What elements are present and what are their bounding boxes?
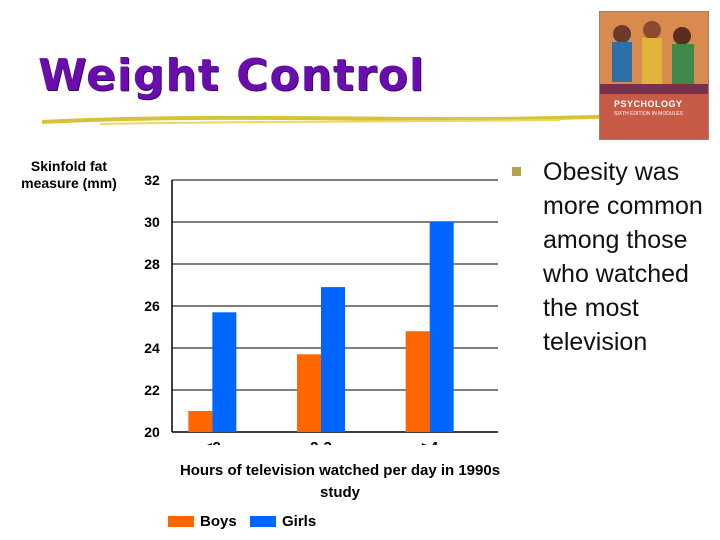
y-tick-label: 32 (144, 172, 160, 188)
y-tick-label: 26 (144, 298, 160, 314)
bar-girls-1 (212, 312, 237, 432)
bar-boys-3 (405, 331, 430, 432)
bar-girls-2 (321, 287, 345, 432)
bar-girls-3 (429, 222, 454, 432)
y-tick-label: 24 (144, 340, 160, 356)
slide-title: Weight Control (38, 50, 425, 101)
y-tick-label: 28 (144, 256, 160, 272)
y-tick-label: 22 (144, 382, 160, 398)
legend-label-boys: Boys (200, 513, 237, 530)
legend-label-girls: Girls (282, 513, 317, 530)
title-underline (41, 113, 677, 125)
y-axis-label: Skinfold fat measure (mm) (21, 158, 117, 191)
x-tick-label: <2 (204, 439, 221, 445)
bar-boys-1 (188, 411, 213, 432)
bullet-marker (512, 167, 521, 176)
y-tick-label: 20 (144, 424, 160, 440)
bullet-text: Obesity was more common among those who … (543, 158, 703, 356)
bar-chart: 20 22 24 26 28 30 32 <2 2-3 >4 (144, 172, 498, 445)
bar-boys-2 (297, 354, 321, 432)
x-tick-label: >4 (421, 439, 439, 445)
legend-swatch-girls (250, 516, 276, 527)
book-cover-subtitle: SIXTH EDITION IN MODULES (614, 111, 683, 117)
x-tick-label: 2-3 (310, 439, 332, 445)
book-cover-art (600, 12, 708, 139)
book-cover-title: PSYCHOLOGY (614, 99, 683, 109)
book-cover-image: PSYCHOLOGY SIXTH EDITION IN MODULES (599, 11, 709, 140)
y-tick-label: 30 (144, 214, 160, 230)
x-axis-title: Hours of television watched per day in 1… (179, 462, 501, 501)
legend-swatch-boys (168, 516, 194, 527)
